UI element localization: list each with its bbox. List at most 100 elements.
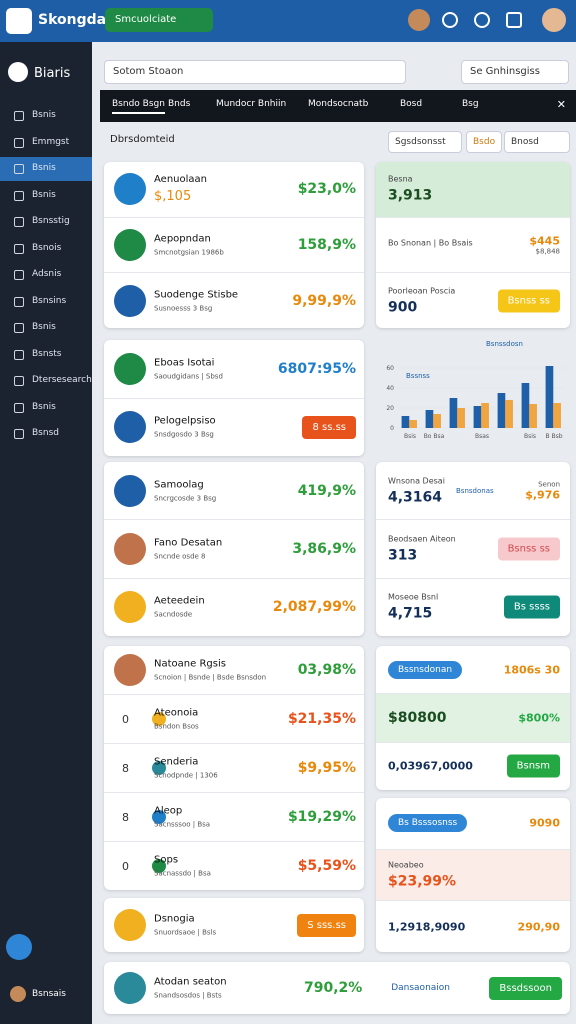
nav-label: Bsnsins bbox=[32, 295, 67, 306]
filter-button[interactable]: Sgsdsonsst bbox=[388, 131, 462, 153]
list-row: Dsnogia Snuordsaoe | Bsls S sss.ss bbox=[104, 898, 364, 952]
filter-button[interactable]: Bsdo bbox=[466, 131, 502, 153]
stat-value: 3,913 bbox=[388, 187, 433, 204]
nav-label: Emmgst bbox=[32, 136, 70, 147]
stat-value: 4,715 bbox=[388, 605, 433, 622]
row-subtitle: Saoudgidans | Sbsd bbox=[154, 372, 223, 381]
stat-left: Bssnsdonan bbox=[388, 660, 463, 679]
stat-right: Senon $,976 bbox=[525, 480, 560, 501]
nav-icon bbox=[14, 376, 24, 386]
stat-row: Bssnsdonan 1806s 30 bbox=[376, 646, 570, 695]
list-row: Suodenge Stisbe Susnoesss 3 Bsg 9,99,9% bbox=[104, 273, 364, 328]
chat-button[interactable] bbox=[6, 934, 32, 960]
row-subtitle: $,105 bbox=[154, 189, 192, 205]
nav-item[interactable]: Bsnis bbox=[0, 316, 92, 340]
row-value: 2,087,99% bbox=[272, 599, 356, 616]
row-subtitle: Scnodpnde | 1306 bbox=[154, 771, 218, 780]
sidebar: Biaris Bsnsais Bsnis Emmgst Bsnis Bsnis Bsns… bbox=[0, 42, 92, 1024]
pill-button[interactable]: Bssnsdonan bbox=[388, 660, 463, 679]
nav-item[interactable]: Bsnsins bbox=[0, 290, 92, 314]
row-title: Atodan seaton bbox=[154, 976, 227, 988]
nav-item[interactable]: Dtersesearch bbox=[0, 369, 92, 393]
row-value: 9,99,9% bbox=[292, 292, 356, 309]
row-index: 8 bbox=[122, 761, 129, 775]
nav-item[interactable]: Bsnis bbox=[0, 104, 92, 128]
nav-item[interactable]: Bsnis bbox=[0, 184, 92, 208]
sort-dropdown[interactable]: Se Gnhinsgiss bbox=[461, 60, 569, 84]
pill-button[interactable]: Bs Bsssosnss bbox=[388, 814, 468, 833]
tab[interactable]: Bnds bbox=[168, 99, 191, 109]
close-icon[interactable]: ✕ bbox=[556, 98, 566, 111]
card: Eboas Isotai Saoudgidans | Sbsd 6807:95% Pe… bbox=[104, 340, 364, 456]
action-button[interactable]: Bsnsm bbox=[506, 754, 560, 778]
nav-label: Bsnsd bbox=[32, 428, 59, 438]
search-box[interactable]: Sotom Stoaon bbox=[104, 60, 406, 84]
row-subtitle: Snuordsaoe | Bsls bbox=[154, 928, 217, 937]
nav-item[interactable]: Adsnis bbox=[0, 263, 92, 287]
nav-label: Bsnis bbox=[32, 163, 56, 173]
tab[interactable]: Mundocr Bnhiin bbox=[216, 99, 287, 109]
stat-label: Bo Snonan | Bo Bsais bbox=[388, 238, 473, 248]
stat-value: $80800 bbox=[388, 709, 447, 726]
action-button[interactable]: 8 ss.ss bbox=[302, 415, 356, 439]
info-icon[interactable] bbox=[474, 12, 490, 28]
sidebar-title: Biaris bbox=[34, 66, 71, 81]
bar bbox=[449, 398, 458, 428]
action-button[interactable]: S sss.ss bbox=[297, 913, 356, 937]
stat-note: Bsnsdonas bbox=[456, 486, 494, 495]
nav-item[interactable]: Bsnsd bbox=[0, 422, 92, 446]
x-tick-label: B Bsb bbox=[545, 433, 562, 440]
nav-item[interactable]: Bsnis bbox=[0, 157, 92, 181]
action-button[interactable]: Bsnss ss bbox=[497, 537, 560, 561]
nav-label: Adsnis bbox=[32, 269, 62, 279]
nav-item[interactable]: Bsnsstig bbox=[0, 210, 92, 234]
row-title: Pelogelpsiso bbox=[154, 415, 216, 427]
stat-label: Poorleoan Poscia bbox=[388, 286, 456, 296]
avatar[interactable] bbox=[408, 9, 430, 31]
nav-icon bbox=[14, 323, 24, 333]
nav-item[interactable]: Bsnois bbox=[0, 237, 92, 261]
row-icon bbox=[152, 761, 166, 775]
stat-value-2: 9090 bbox=[529, 816, 560, 830]
bar bbox=[481, 403, 489, 428]
row-icon bbox=[114, 229, 146, 261]
tab[interactable]: Mondsocnatb bbox=[308, 99, 369, 109]
tab[interactable]: Bsg bbox=[462, 99, 479, 109]
nav-item[interactable]: Emmgst bbox=[0, 131, 92, 155]
stat-right: Bsnss ss bbox=[497, 289, 560, 313]
profile[interactable] bbox=[542, 8, 566, 32]
nav-icon bbox=[14, 137, 24, 148]
stat-right: Bs ssss bbox=[503, 595, 560, 619]
top-bar: Skongdal Smcuolciate bbox=[0, 0, 576, 42]
row-icon bbox=[114, 474, 146, 507]
stat-right: $445 $8,848 bbox=[529, 235, 560, 256]
row-title: Sops bbox=[154, 854, 179, 866]
bar bbox=[409, 420, 417, 428]
tab[interactable]: Bsndo Bsgn bbox=[112, 99, 165, 114]
action-button[interactable]: Bs ssss bbox=[503, 595, 560, 619]
row-title: Aeteedein bbox=[154, 595, 205, 607]
bar bbox=[401, 416, 410, 428]
stat-value: $23,99% bbox=[388, 873, 457, 890]
filter-button[interactable]: Bnosd bbox=[504, 131, 570, 153]
action-button[interactable]: Bssdssoon bbox=[489, 976, 562, 1000]
nav-item[interactable]: Bsnis bbox=[0, 396, 92, 420]
card: Bs Bsssosnss 9090 Neoabeo $23,99% 1,2918,909… bbox=[376, 798, 570, 952]
tab[interactable]: Bosd bbox=[400, 99, 423, 109]
nav-item[interactable]: Bsnsts bbox=[0, 343, 92, 367]
row-index: 8 bbox=[122, 810, 129, 824]
chart: 0 20 40 60 Bsnssdosn Bssnss Bsis Bo Bsa Bsas Bsis… bbox=[386, 340, 566, 440]
row-value: $23,0% bbox=[297, 181, 356, 198]
stat-label: Beodsaen Aiteon bbox=[388, 534, 456, 544]
row-icon bbox=[152, 712, 166, 726]
list-row: Pelogelpsiso Snsdgosdo 3 Bsg 8 ss.ss bbox=[104, 399, 364, 457]
action-button[interactable]: Bsnss ss bbox=[497, 289, 560, 313]
bell-icon[interactable] bbox=[506, 12, 522, 28]
settings-icon[interactable] bbox=[442, 12, 458, 28]
row-text: Aepopndan Smcnotgsian 1986b bbox=[154, 234, 224, 257]
card: Samoolag Sncrgcosde 3 Bsg 419,9% Fano Desat… bbox=[104, 462, 364, 636]
workspace-select[interactable]: Smcuolciate bbox=[105, 8, 213, 32]
stat-row: Moseoe Bsnl 4,715 Bs ssss bbox=[376, 579, 570, 636]
stat-note: Senon bbox=[538, 480, 560, 489]
